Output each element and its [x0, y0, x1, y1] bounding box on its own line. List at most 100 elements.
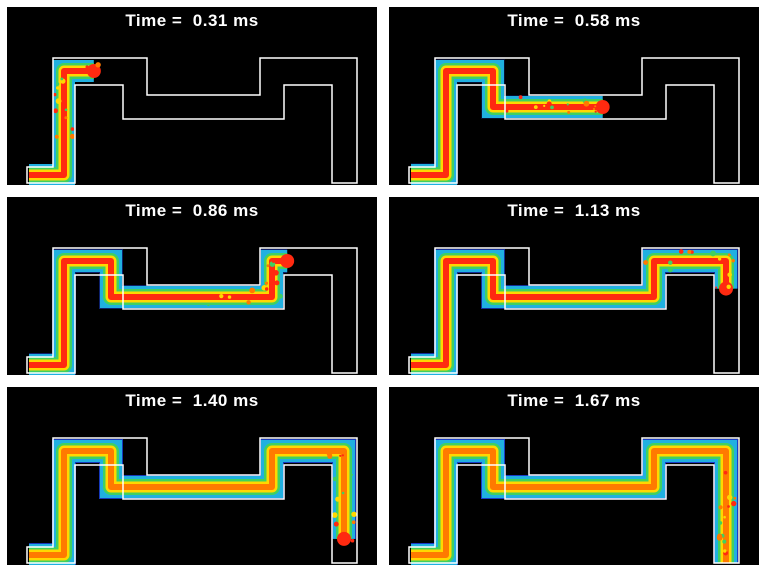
channel-plot-5	[26, 437, 358, 565]
flow-band-cold	[29, 439, 356, 565]
flow-droplet	[518, 95, 523, 100]
flow-droplet	[342, 509, 347, 514]
flow-droplet	[339, 454, 342, 457]
channel-plot-6	[408, 437, 740, 565]
channel-outline	[26, 437, 358, 564]
frame-panel-6: Time = 1.67 ms	[389, 387, 759, 565]
time-label-5: Time = 1.40 ms	[125, 391, 259, 410]
flow-band-cool	[411, 250, 737, 375]
flow-droplet	[266, 264, 270, 268]
flow-droplet	[64, 108, 68, 112]
flow-band-mid	[411, 253, 734, 373]
flow-field	[411, 59, 610, 185]
flow-band-core	[29, 68, 94, 178]
flow-droplet	[327, 453, 333, 459]
frame-panel-4: Time = 1.13 ms	[389, 197, 759, 375]
flow-droplet	[53, 108, 58, 114]
flow-band-cool	[29, 440, 355, 565]
flow-droplet	[723, 515, 726, 519]
flow-band-core	[29, 258, 288, 368]
flow-field	[29, 249, 295, 375]
flow-droplet	[718, 505, 723, 510]
flow-droplet	[667, 267, 673, 273]
flow-droplet	[351, 511, 357, 517]
flow-droplet	[505, 109, 509, 113]
flow-droplet	[350, 473, 353, 476]
flow-droplet	[332, 476, 338, 482]
channel-plot-2	[408, 57, 740, 185]
flow-droplet	[54, 134, 59, 139]
flow-droplet	[731, 259, 735, 263]
flow-droplet	[678, 249, 684, 254]
flow-droplet	[543, 104, 546, 107]
flow-droplet	[723, 470, 728, 475]
flow-droplet	[70, 127, 75, 131]
flow-droplet	[278, 293, 283, 299]
flow-droplet	[333, 521, 339, 527]
flow-droplet	[265, 287, 269, 291]
flow-droplet	[53, 92, 57, 97]
time-label-4: Time = 1.13 ms	[507, 201, 641, 220]
flow-droplet	[668, 260, 673, 265]
flow-front	[719, 281, 733, 296]
flow-droplet	[56, 82, 60, 86]
flow-droplet	[722, 539, 727, 544]
flow-droplet	[566, 103, 569, 106]
flow-droplet	[733, 496, 737, 500]
flow-droplet	[55, 98, 62, 104]
flow-droplet	[207, 303, 210, 307]
flow-droplet	[341, 491, 345, 495]
flow-droplet	[550, 105, 554, 110]
flow-droplet	[351, 520, 356, 524]
channel-outline	[408, 57, 740, 184]
flow-droplet	[350, 538, 355, 543]
flow-front	[86, 64, 101, 78]
channel-plot-1	[26, 57, 358, 185]
flow-droplet	[594, 105, 597, 108]
flow-field	[29, 439, 357, 565]
flow-droplet	[687, 249, 692, 254]
flow-droplet	[643, 260, 648, 265]
flow-droplet	[717, 257, 722, 261]
flow-droplet	[718, 521, 723, 525]
flow-droplet	[726, 284, 731, 289]
flow-droplet	[227, 295, 232, 299]
flow-droplet	[271, 258, 276, 263]
channel-outline	[26, 247, 358, 374]
flow-droplet	[716, 534, 723, 541]
flow-droplet	[583, 100, 590, 107]
flow-field	[411, 439, 738, 565]
flow-droplet	[219, 294, 224, 299]
channel-outline	[408, 437, 740, 564]
channel-outline	[26, 57, 358, 184]
flow-field	[29, 60, 101, 185]
flow-droplet	[246, 300, 251, 305]
flow-front	[280, 254, 295, 268]
flow-band-warm	[29, 255, 288, 371]
flow-band-mid	[411, 443, 734, 563]
flow-droplet	[95, 62, 101, 68]
flow-droplet	[341, 454, 344, 457]
flow-droplet	[727, 272, 732, 278]
flow-droplet	[727, 494, 733, 501]
channel-outline	[408, 247, 740, 374]
flow-band-core	[411, 448, 729, 563]
flow-droplet	[546, 101, 552, 107]
flow-droplet	[731, 500, 737, 507]
flow-band-core	[411, 258, 729, 368]
flow-band-warm	[29, 445, 350, 561]
flow-droplet	[533, 105, 538, 109]
flow-droplet	[264, 281, 269, 285]
flow-droplet	[249, 287, 256, 294]
flow-droplet	[715, 286, 718, 289]
flow-band-core	[29, 448, 347, 558]
flow-band-mid	[29, 443, 352, 563]
flow-droplet	[335, 496, 341, 502]
time-label-6: Time = 1.67 ms	[507, 391, 641, 410]
frame-panel-3: Time = 0.86 ms	[7, 197, 377, 375]
flow-droplet	[710, 250, 716, 257]
frame-panel-1: Time = 0.31 ms	[7, 7, 377, 185]
time-label-3: Time = 0.86 ms	[125, 201, 259, 220]
flow-field	[411, 249, 738, 375]
flow-band-core	[411, 68, 603, 178]
